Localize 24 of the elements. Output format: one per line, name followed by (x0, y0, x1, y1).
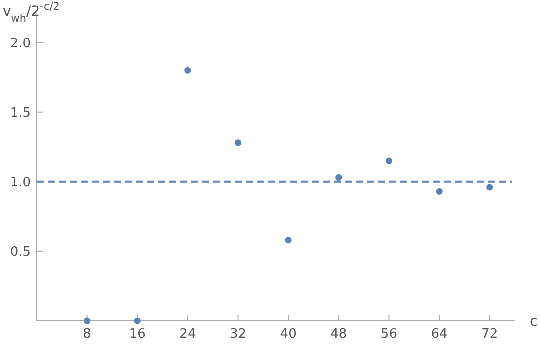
point (134, 318, 141, 324)
y-tick-label: 2.0 (10, 36, 31, 52)
x-tick-label: 72 (482, 327, 498, 342)
x-tick-label: 8 (83, 327, 92, 342)
point (84, 318, 91, 324)
point (285, 237, 292, 244)
x-tick-label: 32 (230, 327, 247, 342)
x-tick-label: 16 (129, 327, 146, 342)
point (436, 188, 443, 195)
y-tick-label: 0.5 (10, 244, 31, 260)
y-axis-title: v$_{wh}$/2$^{-c/2}$ (3, 1, 60, 25)
y-tick-label: 1.5 (10, 106, 31, 121)
x-axis-title: c (530, 314, 538, 330)
x-tick-label: 48 (330, 327, 348, 342)
point (234, 140, 242, 146)
x-tick-label: 56 (380, 327, 398, 342)
point (184, 67, 192, 74)
point (486, 184, 494, 191)
y-tick-label: 1.0 (10, 175, 31, 190)
point (386, 158, 393, 164)
x-tick-label: 64 (431, 327, 448, 342)
x-tick-label: 40 (280, 327, 297, 342)
x-tick-label: 24 (180, 327, 196, 342)
point (336, 174, 342, 182)
